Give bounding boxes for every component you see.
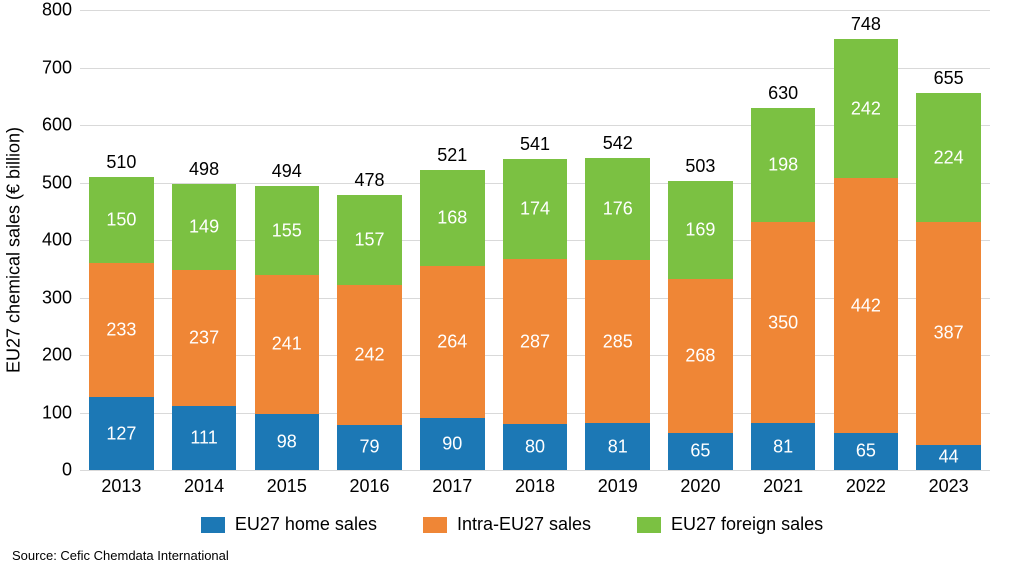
segment-value-label: 90 — [420, 434, 485, 455]
x-tick-label: 2021 — [742, 470, 825, 497]
bar-slot: 802871745412018 — [494, 10, 577, 470]
legend-swatch — [637, 517, 661, 533]
bar-total-label: 478 — [337, 170, 402, 191]
plot-area: 1272331505102013111237149498201498241155… — [80, 10, 990, 470]
bar-total-label: 655 — [916, 68, 981, 89]
segment-value-label: 169 — [668, 219, 733, 240]
x-tick-label: 2022 — [825, 470, 908, 497]
y-tick-label: 700 — [42, 57, 80, 78]
segment-value-label: 81 — [751, 436, 816, 457]
legend-label: EU27 home sales — [235, 514, 377, 535]
legend-item-home: EU27 home sales — [201, 514, 377, 535]
bar-slot: 443872246552023 — [907, 10, 990, 470]
segment-value-label: 242 — [337, 345, 402, 366]
segment-value-label: 44 — [916, 447, 981, 468]
y-axis-title: EU27 chemical sales (€ billion) — [4, 127, 25, 373]
y-tick-label: 400 — [42, 230, 80, 251]
segment-value-label: 387 — [916, 323, 981, 344]
y-tick-label: 800 — [42, 0, 80, 21]
bar-slot: 1272331505102013 — [80, 10, 163, 470]
segment-value-label: 155 — [255, 220, 320, 241]
segment-value-label: 174 — [503, 198, 568, 219]
chart-container: EU27 chemical sales (€ billion) 127 233 15… — [0, 0, 1024, 573]
y-tick-label: 200 — [42, 345, 80, 366]
x-tick-label: 2020 — [659, 470, 742, 497]
x-tick-label: 2016 — [328, 470, 411, 497]
segment-value-label: 111 — [172, 428, 237, 449]
segment-value-label: 149 — [172, 217, 237, 238]
source-text: Source: Cefic Chemdata International — [12, 548, 229, 563]
legend-label: Intra-EU27 sales — [457, 514, 591, 535]
bar-total-label: 494 — [255, 161, 320, 182]
segment-value-label: 264 — [420, 332, 485, 353]
x-tick-label: 2017 — [411, 470, 494, 497]
legend-item-foreign: EU27 foreign sales — [637, 514, 823, 535]
bar-slot: 654422427482022 — [825, 10, 908, 470]
x-tick-label: 2018 — [494, 470, 577, 497]
x-tick-label: 2014 — [163, 470, 246, 497]
segment-value-label: 242 — [834, 98, 899, 119]
segment-value-label: 150 — [89, 209, 154, 230]
bar-slot: 902641685212017 — [411, 10, 494, 470]
segment-value-label: 268 — [668, 345, 733, 366]
segment-value-label: 65 — [668, 441, 733, 462]
y-tick-label: 300 — [42, 287, 80, 308]
segment-value-label: 442 — [834, 295, 899, 316]
x-tick-label: 2023 — [907, 470, 990, 497]
segment-value-label: 237 — [172, 328, 237, 349]
bar-slot: 813501986302021 — [742, 10, 825, 470]
bar-total-label: 748 — [834, 14, 899, 35]
legend-swatch — [201, 517, 225, 533]
segment-value-label: 176 — [585, 198, 650, 219]
y-tick-label: 100 — [42, 402, 80, 423]
segment-value-label: 198 — [751, 155, 816, 176]
bar-total-label: 542 — [585, 133, 650, 154]
bar-total-label: 498 — [172, 159, 237, 180]
legend-swatch — [423, 517, 447, 533]
segment-value-label: 79 — [337, 437, 402, 458]
y-tick-label: 600 — [42, 115, 80, 136]
x-tick-label: 2015 — [245, 470, 328, 497]
segment-value-label: 157 — [337, 230, 402, 251]
bar-total-label: 630 — [751, 83, 816, 104]
bar-total-label: 541 — [503, 134, 568, 155]
legend-label: EU27 foreign sales — [671, 514, 823, 535]
segment-value-label: 224 — [916, 147, 981, 168]
bar-slot: 982411554942015 — [245, 10, 328, 470]
segment-value-label: 81 — [585, 436, 650, 457]
x-tick-label: 2019 — [576, 470, 659, 497]
bar-slot: 652681695032020 — [659, 10, 742, 470]
x-tick-label: 2013 — [80, 470, 163, 497]
segment-value-label: 98 — [255, 431, 320, 452]
segment-value-label: 350 — [751, 312, 816, 333]
segment-value-label: 168 — [420, 208, 485, 229]
legend: EU27 home sales Intra-EU27 sales EU27 fore… — [0, 514, 1024, 535]
segment-value-label: 241 — [255, 334, 320, 355]
bar-slot: 792421574782016 — [328, 10, 411, 470]
legend-item-intra: Intra-EU27 sales — [423, 514, 591, 535]
segment-value-label: 127 — [89, 423, 154, 444]
y-tick-label: 0 — [62, 460, 80, 481]
bar-slot: 1112371494982014 — [163, 10, 246, 470]
segment-value-label: 233 — [89, 320, 154, 341]
bar-total-label: 510 — [89, 152, 154, 173]
bar-total-label: 503 — [668, 156, 733, 177]
segment-value-label: 287 — [503, 331, 568, 352]
y-tick-label: 500 — [42, 172, 80, 193]
segment-value-label: 285 — [585, 331, 650, 352]
bar-total-label: 521 — [420, 145, 485, 166]
segment-value-label: 80 — [503, 437, 568, 458]
segment-value-label: 65 — [834, 441, 899, 462]
bar-slot: 812851765422019 — [576, 10, 659, 470]
bars-area: 1272331505102013111237149498201498241155… — [80, 10, 990, 470]
